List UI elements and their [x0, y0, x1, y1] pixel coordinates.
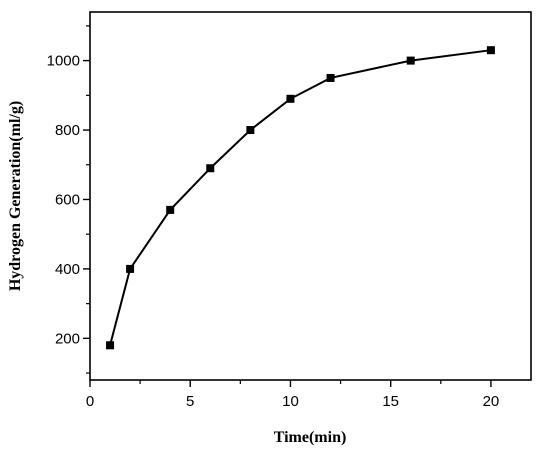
y-tick-label: 600 — [55, 191, 80, 208]
y-axis-title: Hydrogen Generation(ml/g) — [7, 101, 24, 291]
x-tick-label: 20 — [483, 393, 500, 410]
x-tick-label: 15 — [382, 393, 399, 410]
x-tick-label: 10 — [282, 393, 299, 410]
y-tick-label: 400 — [55, 261, 80, 278]
data-point — [286, 94, 295, 103]
data-point — [246, 126, 255, 135]
plot-frame — [89, 11, 532, 381]
data-point — [126, 264, 135, 273]
x-tick-label: 5 — [186, 393, 194, 410]
y-tick-label: 1000 — [47, 53, 80, 70]
data-point — [406, 56, 415, 65]
y-tick-label: 200 — [55, 330, 80, 347]
data-point — [166, 205, 175, 214]
series-line — [109, 49, 492, 346]
ticks-layer: 0 5 10 15 20 200 400 600 800 1000 — [47, 25, 500, 410]
data-point — [206, 164, 215, 173]
data-point — [106, 341, 115, 350]
data-point — [486, 46, 495, 55]
series-layer — [106, 46, 495, 350]
y-tick-label: 800 — [55, 122, 80, 139]
data-point — [326, 73, 335, 82]
x-axis-title: Time(min) — [274, 429, 347, 446]
x-tick-label: 0 — [86, 393, 94, 410]
